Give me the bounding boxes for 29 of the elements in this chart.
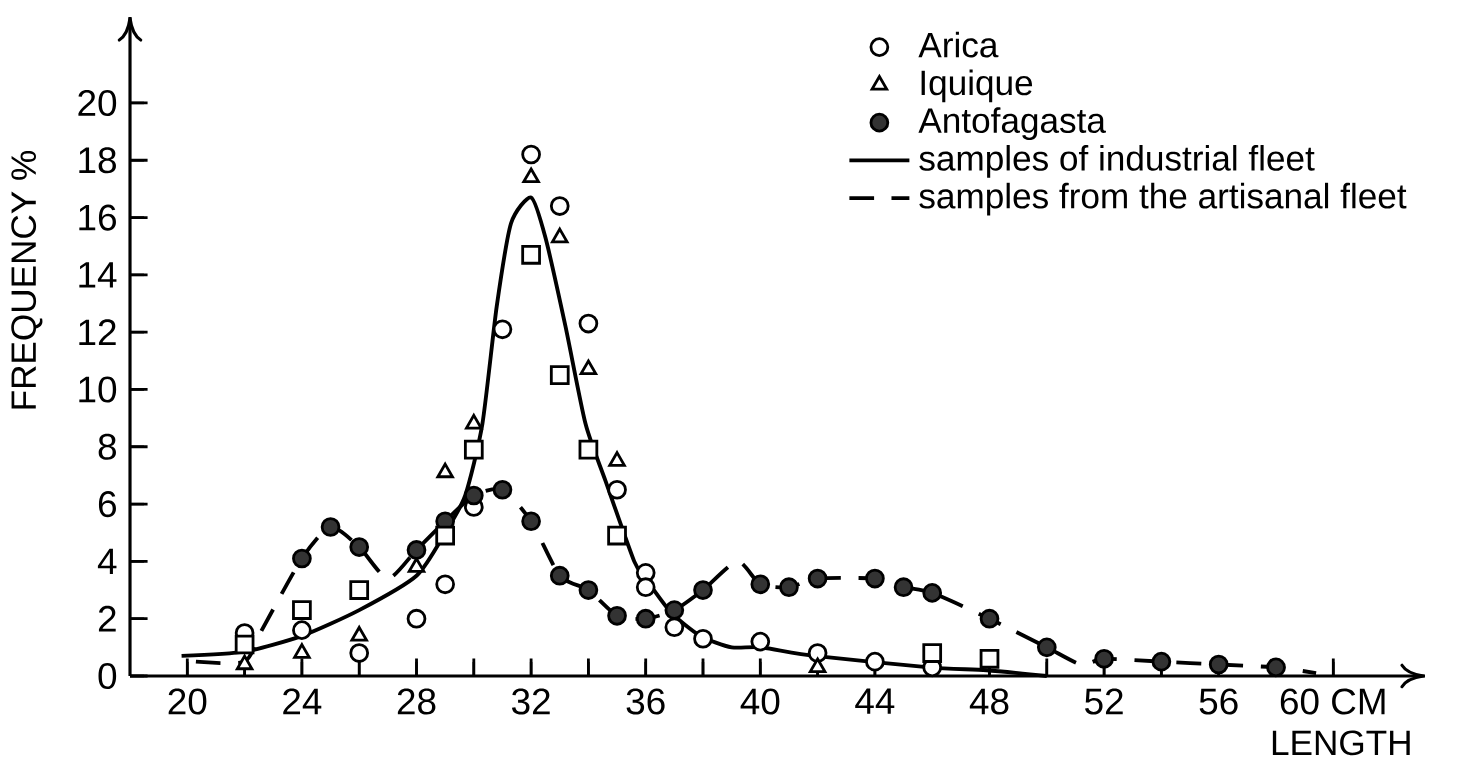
y-tick-label: 12 xyxy=(79,319,116,346)
y-tick-label: 4 xyxy=(97,548,117,575)
y-tick-label: 0 xyxy=(98,662,117,690)
x-tick-label: 48 xyxy=(969,688,1009,715)
x-tick-label: 28 xyxy=(397,688,436,715)
x-tick-label: 20 xyxy=(168,688,207,715)
legend-label: Iquique xyxy=(921,69,1033,103)
x-tick-label: 44 xyxy=(855,688,895,714)
x-tick-label: 60 CM xyxy=(1280,688,1385,715)
y-tick-label: 20 xyxy=(78,89,117,117)
x-tick-label: 52 xyxy=(1085,688,1123,715)
legend-label: Arica xyxy=(918,31,999,58)
y-axis-title: FREQUENCY % xyxy=(11,150,43,409)
legend-label: samples from the artisanal fleet xyxy=(919,182,1407,216)
y-tick-label: 18 xyxy=(79,147,116,174)
x-tick-label: 56 xyxy=(1199,688,1238,715)
x-tick-label: 40 xyxy=(740,688,780,715)
y-tick-label: 16 xyxy=(79,204,116,231)
y-tick-label: 14 xyxy=(79,262,117,288)
x-axis-title: LENGTH xyxy=(1272,730,1410,756)
y-tick-label: 8 xyxy=(98,433,116,460)
legend-label: Antofagasta xyxy=(918,107,1106,140)
y-tick-label: 10 xyxy=(79,376,117,403)
legend-label: samples of industrial fleet xyxy=(919,145,1315,178)
y-tick-label: 6 xyxy=(98,491,116,518)
y-tick-label: 2 xyxy=(98,605,116,632)
x-tick-label: 36 xyxy=(626,688,665,715)
x-tick-label: 24 xyxy=(283,688,322,715)
x-tick-label: 32 xyxy=(511,688,550,715)
